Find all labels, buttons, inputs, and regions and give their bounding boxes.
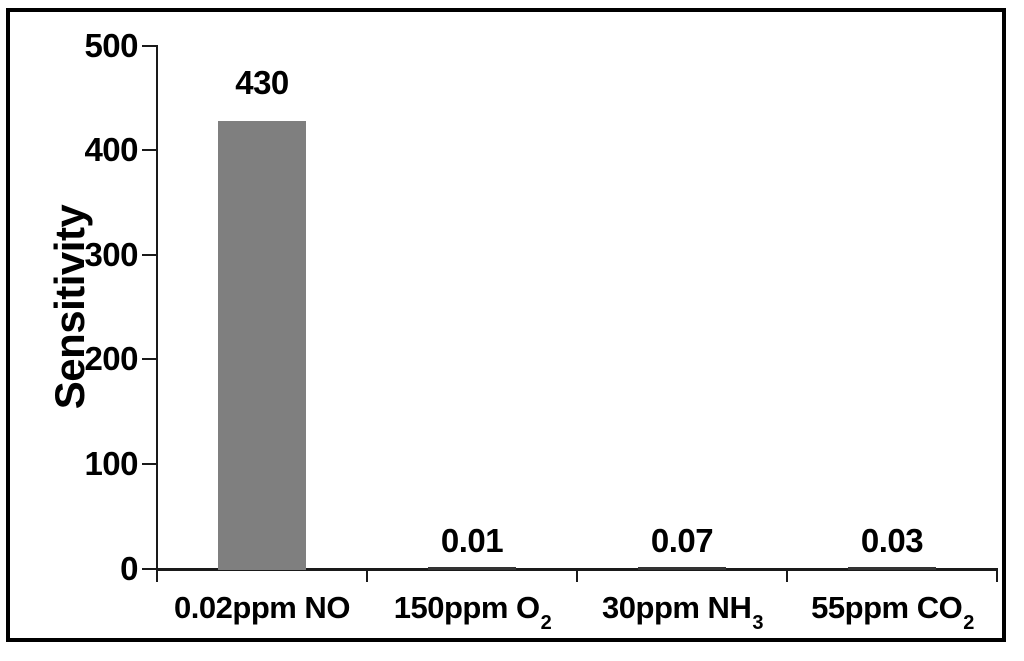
bar-co2 — [848, 567, 936, 570]
bar-slot — [787, 45, 997, 570]
x-category-label: 150ppm O2 — [367, 590, 577, 635]
bar-nh3 — [638, 567, 726, 570]
x-axis-tick — [366, 568, 368, 582]
x-axis-tick — [156, 568, 158, 582]
category-text: 30ppm NH — [602, 590, 752, 625]
bar-slot — [367, 45, 577, 570]
x-category-label: 0.02ppm NO — [157, 590, 367, 631]
category-text: 55ppm CO — [811, 590, 963, 625]
x-category-label: 55ppm CO2 — [787, 590, 997, 635]
y-tick-label: 0 — [120, 550, 138, 587]
x-axis-tick — [786, 568, 788, 582]
chart-frame — [6, 8, 1006, 642]
y-axis-line — [156, 45, 158, 570]
y-tick-label: 500 — [84, 27, 138, 64]
value-label: 0.07 — [650, 522, 714, 559]
value-label: 430 — [235, 64, 289, 101]
y-axis-tick — [142, 149, 156, 151]
category-text: 0.02ppm NO — [174, 590, 350, 625]
value-label: 0.01 — [440, 522, 504, 559]
y-axis-tick — [142, 45, 156, 47]
x-axis-tick — [996, 568, 998, 582]
y-axis-tick — [142, 463, 156, 465]
category-subscript: 2 — [963, 612, 974, 635]
y-tick-label: 100 — [84, 445, 138, 482]
y-axis-tick — [142, 254, 156, 256]
category-text: 150ppm O — [393, 590, 540, 625]
category-subscript: 3 — [752, 612, 763, 635]
bar-slot — [157, 45, 367, 570]
bar-slot — [577, 45, 787, 570]
x-axis-tick — [576, 568, 578, 582]
bar-o2 — [428, 567, 516, 570]
value-label: 0.03 — [860, 522, 924, 559]
x-category-label: 30ppm NH3 — [577, 590, 787, 635]
bar-no — [218, 121, 306, 570]
y-tick-label: 200 — [84, 340, 138, 377]
y-axis-tick — [142, 358, 156, 360]
category-subscript: 2 — [540, 612, 552, 635]
y-tick-label: 300 — [84, 236, 138, 273]
y-axis-tick — [142, 568, 156, 570]
y-tick-label: 400 — [84, 131, 138, 168]
